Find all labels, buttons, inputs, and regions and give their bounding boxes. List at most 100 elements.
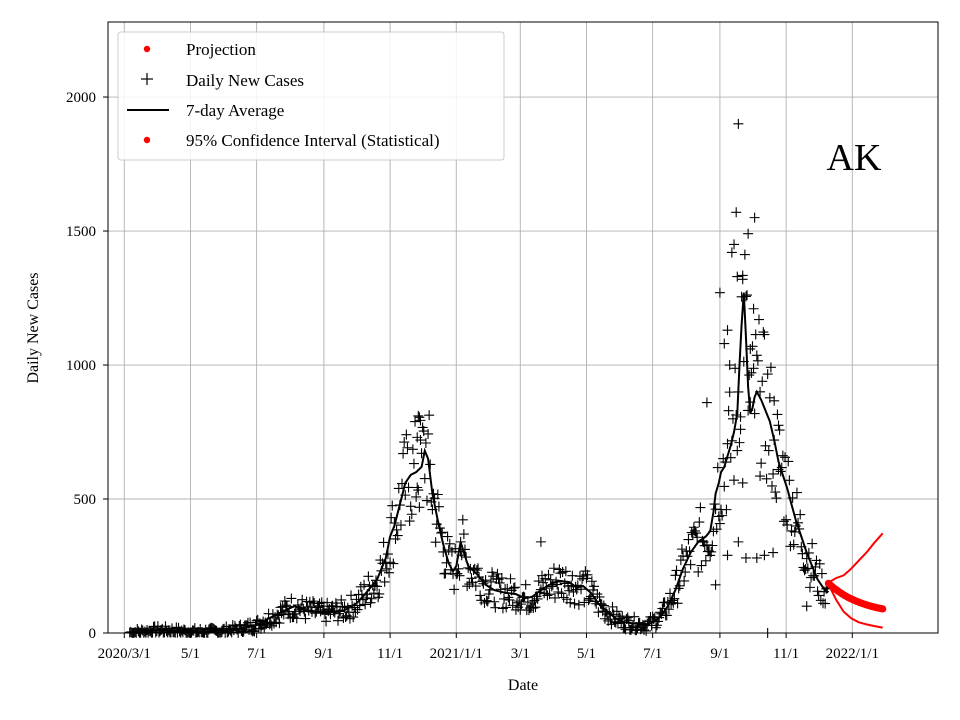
daily-case-marker — [404, 516, 415, 527]
legend-average-label: 7-day Average — [186, 101, 284, 120]
daily-case-marker — [782, 519, 793, 530]
daily-case-marker — [442, 531, 453, 542]
daily-case-marker — [441, 557, 452, 568]
daily-case-marker — [438, 546, 449, 557]
daily-case-marker — [579, 597, 590, 608]
daily-case-marker — [722, 325, 733, 336]
daily-case-marker — [749, 212, 760, 223]
daily-case-marker — [466, 573, 477, 584]
daily-case-marker — [755, 471, 766, 482]
daily-case-marker — [771, 493, 782, 504]
daily-case-marker — [379, 576, 390, 587]
daily-case-marker — [784, 475, 795, 486]
daily-case-marker — [813, 590, 824, 601]
daily-case-marker — [291, 613, 302, 624]
x-tick-label: 9/1 — [710, 646, 729, 662]
legend-ci-label: 95% Confidence Interval (Statistical) — [186, 131, 440, 150]
plot-frame — [107, 21, 939, 634]
daily-case-marker — [314, 598, 325, 609]
daily-case-marker — [759, 329, 770, 340]
axes: 2020/3/1 5/1 7/1 9/1 11/1 2021/1/1 3/1 5/1 7/1 9/… — [66, 90, 879, 662]
daily-case-marker — [737, 477, 748, 488]
daily-case-marker — [363, 571, 374, 582]
daily-case-marker — [279, 596, 290, 607]
daily-case-marker — [767, 480, 777, 491]
seven-day-average-line — [129, 292, 829, 634]
daily-case-marker — [457, 514, 468, 525]
daily-case-marker — [729, 239, 740, 250]
daily-case-marker — [419, 473, 430, 484]
daily-case-marker — [737, 274, 748, 285]
legend-projection-label: Projection — [186, 40, 256, 59]
daily-case-marker — [492, 568, 503, 579]
daily-case-marker — [388, 558, 399, 569]
daily-case-marker — [286, 593, 297, 604]
daily-case-marker — [274, 618, 285, 629]
daily-case-marker — [641, 625, 652, 636]
daily-case-marker — [719, 338, 730, 349]
daily-case-marker — [359, 579, 370, 590]
daily-case-marker — [801, 601, 812, 612]
daily-case-marker — [550, 592, 561, 603]
daily-case-marker — [710, 579, 721, 590]
daily-case-marker — [692, 532, 703, 543]
daily-case-marker — [300, 613, 311, 624]
x-tick-label: 7/1 — [247, 646, 266, 662]
x-tick-label: 11/1 — [377, 646, 403, 662]
daily-case-marker — [765, 362, 776, 373]
daily-case-marker — [739, 249, 750, 260]
daily-case-marker — [759, 550, 770, 561]
daily-case-marker — [501, 602, 512, 613]
legend-projection-marker — [143, 45, 151, 53]
x-axis-label: Date — [508, 677, 538, 694]
daily-case-marker — [768, 547, 779, 558]
daily-case-marker — [411, 491, 422, 502]
daily-case-marker — [516, 599, 527, 610]
daily-case-marker — [454, 570, 465, 581]
daily-case-marker — [744, 370, 755, 381]
x-tick-label: 5/1 — [577, 646, 596, 662]
daily-case-marker — [405, 501, 416, 512]
daily-case-marker — [802, 563, 813, 574]
x-tick-label: 9/1 — [314, 646, 333, 662]
daily-case-marker — [248, 625, 259, 636]
daily-case-marker — [726, 247, 737, 258]
daily-case-marker — [734, 437, 745, 448]
daily-case-marker — [472, 563, 483, 574]
daily-case-marker — [452, 568, 463, 579]
daily-case-marker — [520, 579, 531, 590]
daily-case-marker — [310, 608, 321, 619]
daily-case-marker — [424, 410, 435, 421]
daily-case-marker — [584, 593, 595, 604]
daily-case-marker — [470, 581, 481, 592]
daily-case-marker — [512, 597, 523, 608]
daily-case-marker — [770, 487, 781, 498]
daily-case-marker — [762, 369, 773, 380]
daily-case-marker — [509, 582, 520, 593]
daily-case-marker — [423, 428, 434, 439]
x-tick-label: 11/1 — [773, 646, 799, 662]
daily-case-marker — [372, 581, 383, 592]
daily-case-marker — [672, 598, 683, 609]
x-tick-label: 2020/3/1 — [98, 646, 151, 662]
daily-case-marker — [795, 509, 806, 520]
daily-case-marker — [399, 437, 410, 448]
daily-case-marker — [773, 420, 784, 431]
daily-case-marker — [384, 567, 395, 578]
daily-case-marker — [724, 387, 735, 398]
daily-case-marker — [783, 456, 794, 467]
daily-case-marker — [724, 360, 735, 371]
daily-case-marker — [788, 539, 799, 550]
daily-case-marker — [494, 577, 505, 588]
y-tick-label: 2000 — [66, 90, 96, 106]
daily-case-marker — [820, 598, 831, 609]
daily-case-marker — [535, 536, 546, 547]
daily-case-marker — [366, 593, 377, 604]
daily-case-marker — [414, 502, 425, 513]
daily-case-marker — [350, 607, 361, 618]
x-tick-label: 5/1 — [181, 646, 200, 662]
daily-case-marker — [308, 596, 319, 607]
state-label: AK — [827, 137, 882, 179]
daily-case-marker — [530, 602, 541, 613]
